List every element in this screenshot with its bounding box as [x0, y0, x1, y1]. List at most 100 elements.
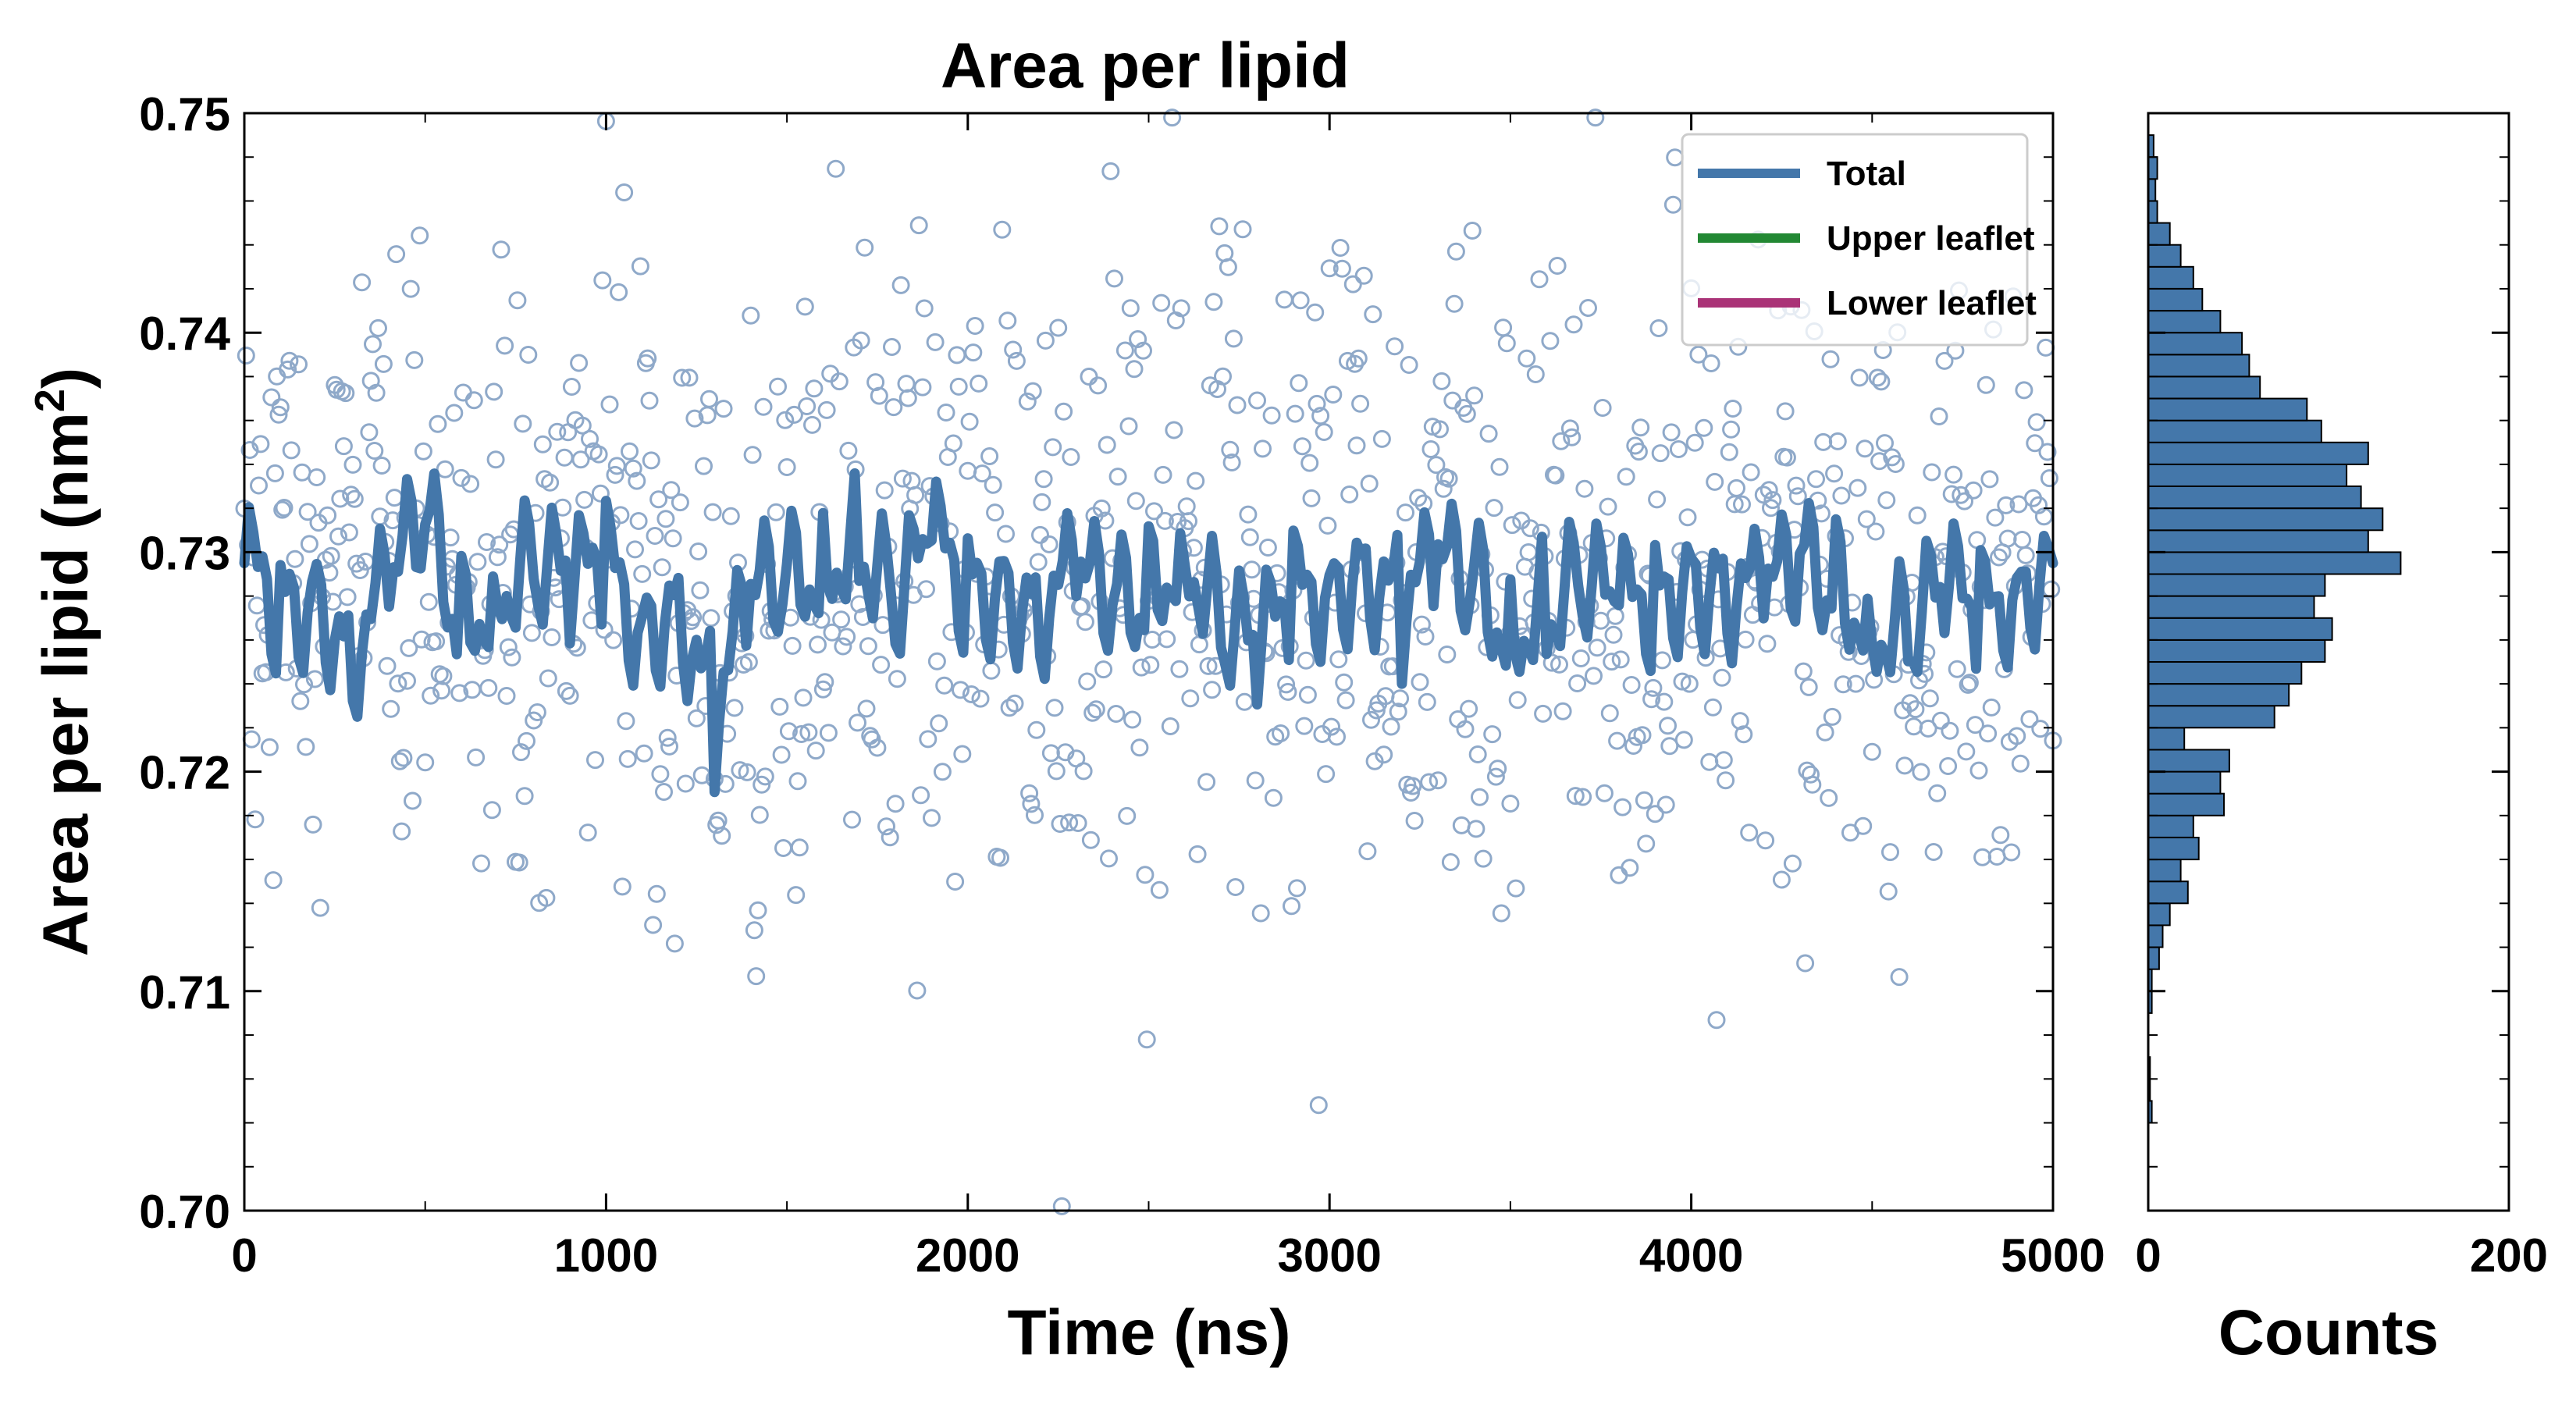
data-point: [275, 499, 294, 517]
data-point: [1297, 651, 1315, 670]
data-point: [742, 306, 760, 325]
data-point: [1614, 798, 1632, 816]
data-point: [1412, 615, 1431, 634]
data-point: [777, 458, 796, 476]
data-point: [510, 853, 528, 872]
data-point: [1820, 788, 1838, 807]
data-point: [952, 681, 970, 699]
data-point: [427, 632, 446, 651]
data-point: [429, 414, 447, 433]
data-point: [1758, 635, 1777, 653]
data-point: [660, 737, 678, 756]
data-point: [1471, 788, 1489, 806]
data-point: [1707, 1011, 1726, 1030]
data-point: [857, 699, 876, 718]
data-point: [1890, 968, 1909, 987]
data-point: [1044, 438, 1062, 457]
data-point: [1306, 303, 1325, 322]
data-point: [1221, 440, 1240, 459]
data-point: [1854, 816, 1873, 835]
data-point: [1530, 270, 1549, 289]
data-point: [617, 712, 635, 731]
data-point: [832, 610, 851, 629]
data-point: [2042, 580, 2061, 599]
data-point: [1108, 468, 1127, 486]
data-point: [1599, 497, 1617, 516]
histogram-bar: [2147, 837, 2200, 861]
data-point: [1262, 406, 1281, 425]
data-point: [1049, 318, 1068, 337]
data-point: [305, 670, 324, 688]
data-point: [1542, 653, 1561, 672]
data-point: [445, 404, 464, 422]
data-point: [1517, 349, 1536, 368]
data-point: [653, 558, 671, 577]
data-point: [1526, 365, 1545, 383]
data-point: [1920, 689, 1939, 708]
data-point: [1358, 842, 1377, 861]
data-point: [644, 916, 663, 934]
data-point: [387, 245, 406, 264]
data-point: [501, 525, 520, 544]
data-point: [1595, 784, 1614, 802]
data-point: [1508, 691, 1527, 710]
data-point: [1906, 700, 1925, 719]
histogram-bar: [2147, 573, 2326, 597]
histogram-bar: [2147, 397, 2308, 422]
data-point: [2020, 710, 2039, 728]
data-point: [1421, 440, 1440, 458]
data-point: [329, 527, 347, 546]
data-point: [703, 503, 722, 521]
data-point: [1986, 508, 2005, 527]
data-point: [461, 475, 480, 493]
data-point: [1347, 436, 1366, 455]
data-point: [1648, 490, 1667, 509]
data-point: [838, 628, 856, 646]
data-point: [676, 774, 695, 793]
histogram-bar: [2147, 551, 2402, 575]
data-point: [986, 503, 1005, 522]
data-point: [738, 763, 756, 781]
data-point: [1434, 479, 1453, 498]
histogram-bar: [2147, 595, 2315, 619]
data-point: [1742, 463, 1760, 482]
data-point: [365, 442, 384, 460]
data-point: [1856, 439, 1874, 458]
data-point: [1489, 759, 1507, 778]
data-point: [405, 350, 424, 369]
data-point: [262, 388, 281, 407]
data-point: [1119, 417, 1138, 436]
data-point: [591, 484, 610, 503]
data-point: [1872, 372, 1891, 391]
data-point: [514, 414, 532, 433]
data-point: [1000, 699, 1019, 717]
data-point: [960, 412, 979, 431]
data-point: [1863, 742, 1881, 761]
data-point: [884, 398, 903, 417]
data-point: [1931, 711, 1950, 730]
data-point: [962, 685, 980, 703]
data-point: [790, 838, 809, 857]
data-point: [260, 738, 279, 756]
data-point: [906, 486, 925, 504]
data-point: [1930, 407, 1948, 425]
data-point: [1018, 392, 1037, 411]
data-point: [1633, 726, 1652, 745]
data-point: [422, 686, 440, 705]
data-point: [264, 871, 283, 890]
data-point: [949, 377, 968, 396]
data-point: [322, 546, 340, 565]
data-point: [691, 581, 710, 599]
histogram-bar: [2147, 486, 2362, 510]
data-point: [859, 637, 877, 656]
data-point: [1714, 751, 1733, 770]
data-point: [2009, 495, 2028, 514]
data-point: [792, 725, 811, 743]
data-point: [1877, 491, 1896, 510]
data-point: [966, 317, 984, 335]
data-point: [472, 854, 490, 873]
data-point: [881, 828, 899, 847]
data-point: [713, 827, 731, 845]
data-point: [913, 378, 932, 397]
data-point: [279, 360, 297, 379]
